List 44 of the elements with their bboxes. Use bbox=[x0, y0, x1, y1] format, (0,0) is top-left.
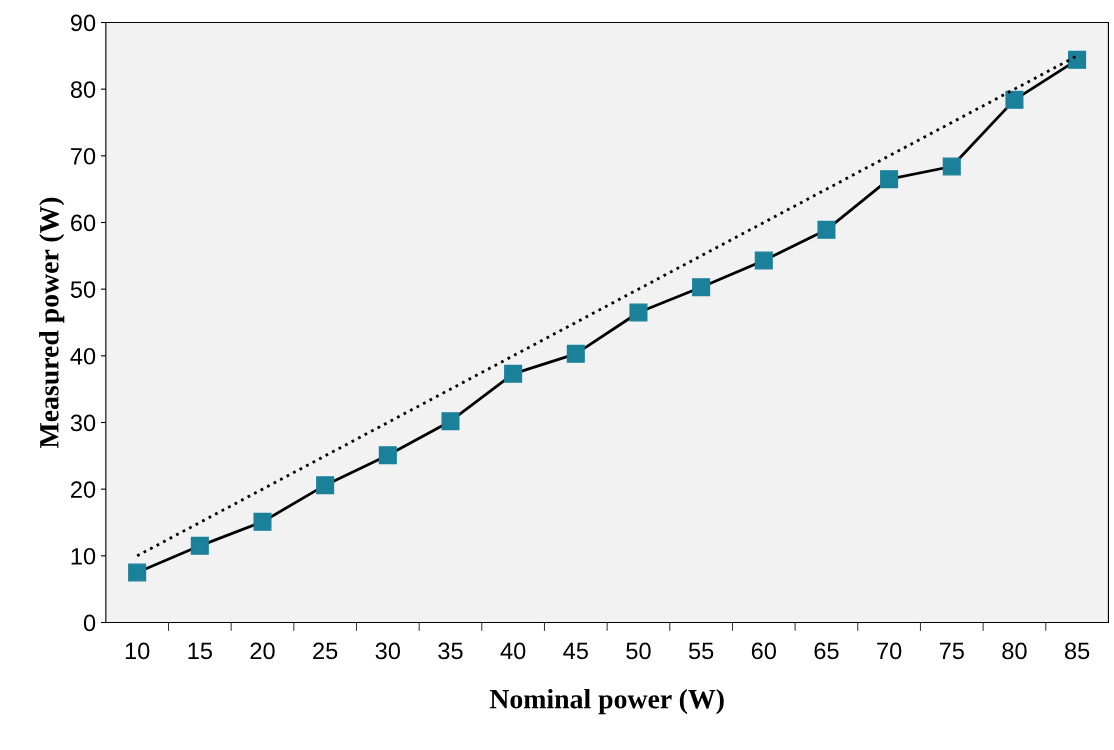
x-tick-label: 45 bbox=[563, 642, 588, 660]
y-tick-label: 20 bbox=[71, 481, 96, 498]
x-tick-label: 20 bbox=[250, 642, 275, 660]
x-tick-label: 80 bbox=[1002, 642, 1027, 660]
x-tick-label: 25 bbox=[313, 642, 338, 660]
point bbox=[692, 278, 711, 297]
y-tick-label: 30 bbox=[70, 414, 96, 432]
x-tick-label: 15 bbox=[188, 642, 212, 660]
point bbox=[817, 220, 836, 239]
point bbox=[504, 364, 523, 383]
y-tick-label: 10 bbox=[71, 547, 96, 565]
x-tick-label: 50 bbox=[626, 642, 651, 660]
x-tick-label: 75 bbox=[939, 642, 964, 660]
point bbox=[754, 251, 773, 270]
x-axis-title: Nominal power (W) bbox=[489, 688, 724, 715]
point bbox=[566, 344, 585, 363]
x-tick-label: 85 bbox=[1064, 642, 1090, 660]
y-tick-label: 90 bbox=[70, 14, 96, 32]
point bbox=[1005, 90, 1024, 109]
point bbox=[880, 170, 899, 189]
y-axis-title: Measured power (W) bbox=[39, 197, 65, 449]
point bbox=[629, 303, 648, 322]
x-tick-label: 65 bbox=[814, 642, 839, 660]
x-tick-label: 60 bbox=[751, 642, 776, 660]
y-tick-label: 50 bbox=[70, 281, 96, 298]
x-tick-label: 30 bbox=[375, 642, 401, 660]
y-tick-label: 60 bbox=[71, 214, 96, 232]
point bbox=[253, 512, 272, 531]
point bbox=[190, 536, 209, 555]
y-tick-label: 80 bbox=[70, 81, 96, 98]
point bbox=[441, 412, 460, 431]
y-tick-label: 40 bbox=[70, 347, 96, 365]
x-tick-label: 35 bbox=[438, 642, 463, 660]
point bbox=[378, 446, 397, 465]
x-tick-label: 10 bbox=[125, 642, 150, 660]
point bbox=[128, 563, 147, 582]
x-tick-label: 40 bbox=[500, 642, 526, 660]
y-tick-label: 0 bbox=[83, 614, 96, 632]
point bbox=[1068, 50, 1087, 69]
point bbox=[316, 476, 335, 495]
y-tick-label: 70 bbox=[71, 147, 96, 165]
x-tick-label: 70 bbox=[877, 642, 902, 660]
x-tick-label: 55 bbox=[688, 642, 714, 660]
point bbox=[942, 157, 961, 176]
